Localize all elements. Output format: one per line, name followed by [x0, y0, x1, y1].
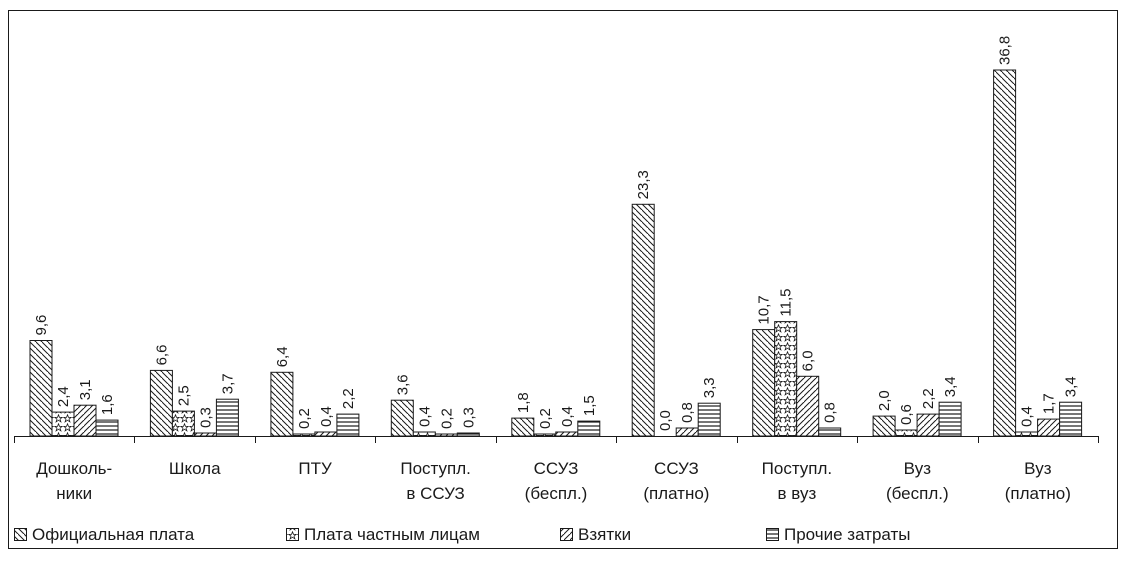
data-label: 1,8 [515, 392, 532, 413]
data-label: 0,2 [438, 408, 455, 429]
category-label: Поступл. в вуз [762, 459, 833, 503]
bar [872, 415, 896, 437]
bar [390, 399, 414, 437]
data-label: 9,6 [33, 315, 50, 336]
bar [1015, 431, 1039, 437]
legend-label: Прочие затраты [784, 525, 911, 544]
data-label: 10,7 [756, 295, 773, 324]
data-label: 11,5 [778, 289, 795, 317]
legend-swatch [14, 528, 27, 541]
bar [993, 69, 1017, 437]
bar [555, 431, 579, 437]
data-label: 0,8 [679, 402, 696, 423]
bar [511, 417, 535, 437]
legend-swatch [286, 528, 299, 541]
bar [314, 431, 338, 437]
bar [697, 402, 721, 437]
data-label: 0,2 [296, 408, 313, 429]
bar [774, 321, 798, 437]
bar [456, 432, 480, 437]
data-label: 2,2 [920, 388, 937, 409]
data-label: 0,4 [416, 406, 433, 427]
bar [73, 404, 97, 437]
data-label: 0,4 [1019, 406, 1036, 427]
bar [938, 401, 962, 437]
data-label: 3,1 [77, 379, 94, 400]
data-label: 0,0 [657, 410, 674, 431]
bar [193, 432, 217, 437]
data-label: 2,5 [175, 385, 192, 406]
bar [796, 375, 820, 437]
bar [270, 371, 294, 437]
data-label: 0,8 [822, 402, 839, 423]
legend-swatch [560, 528, 573, 541]
category-label: ПТУ [298, 459, 332, 478]
legend-swatch [766, 528, 779, 541]
legend-label: Плата частным лицам [304, 525, 480, 544]
data-label: 1,7 [1041, 393, 1058, 414]
bar [29, 340, 53, 437]
bar [412, 431, 436, 437]
bar [51, 411, 75, 437]
data-label: 36,8 [997, 36, 1014, 65]
bar [894, 429, 918, 437]
data-label: 23,3 [635, 170, 652, 199]
bar [631, 203, 655, 437]
bar [533, 433, 557, 437]
bar [149, 369, 173, 437]
bar [434, 433, 458, 437]
bar [577, 420, 601, 437]
bar [171, 410, 195, 437]
bar [818, 427, 842, 437]
data-label: 2,0 [876, 390, 893, 411]
data-label: 0,2 [537, 408, 554, 429]
data-label: 6,4 [274, 346, 291, 367]
data-label: 0,4 [559, 406, 576, 427]
data-label: 0,4 [318, 406, 335, 427]
data-label: 3,6 [394, 374, 411, 395]
data-label: 0,3 [460, 407, 477, 428]
data-label: 1,5 [581, 395, 598, 416]
bar [215, 398, 239, 437]
category-label: Дошколь-ники [36, 459, 112, 503]
category-label: Поступл. в ССУЗ [400, 459, 471, 503]
bar [1037, 418, 1061, 437]
data-label: 1,6 [99, 394, 116, 415]
data-label: 6,6 [153, 345, 170, 366]
category-label: Школа [169, 459, 221, 478]
data-label: 2,4 [55, 386, 72, 407]
bar [675, 427, 699, 437]
category-label: ССУЗ (платно) [643, 459, 709, 503]
data-label: 3,3 [701, 377, 718, 398]
legend-label: Официальная плата [32, 525, 195, 544]
bar [752, 329, 776, 437]
bar [916, 413, 940, 437]
data-label: 2,2 [340, 388, 357, 409]
data-label: 0,3 [197, 407, 214, 428]
data-label: 3,4 [942, 376, 959, 397]
data-label: 0,6 [898, 404, 915, 425]
category-label: Вуз (платно) [1005, 459, 1071, 503]
bar [95, 419, 119, 437]
data-label: 6,0 [800, 350, 817, 371]
category-label: ССУЗ (беспл.) [525, 459, 588, 503]
data-label: 3,4 [1063, 376, 1080, 397]
bar [292, 433, 316, 437]
data-label: 3,7 [219, 373, 236, 394]
chart-border [8, 10, 1118, 549]
legend-label: Взятки [578, 525, 631, 544]
category-label: Вуз (беспл.) [886, 459, 949, 503]
bar [1059, 401, 1083, 437]
bar [336, 413, 360, 437]
